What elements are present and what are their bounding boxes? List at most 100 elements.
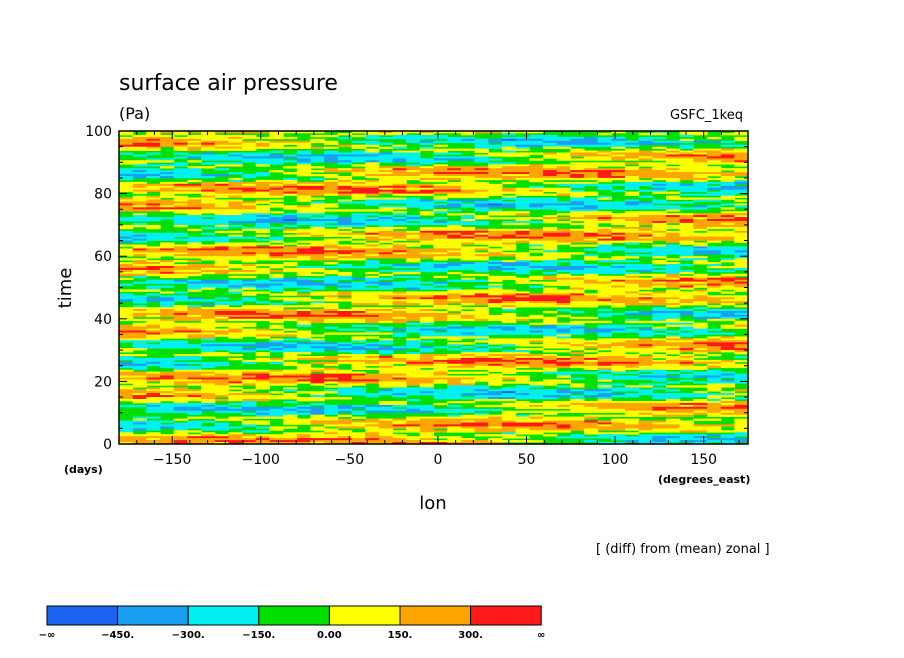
- field-cell: [378, 160, 394, 163]
- field-cell: [611, 205, 626, 208]
- field-cell: [310, 367, 325, 370]
- field-cell: [173, 131, 188, 134]
- field-cell: [160, 399, 175, 402]
- field-cell: [488, 187, 503, 190]
- field-cell: [460, 258, 476, 261]
- field-cell: [638, 385, 653, 388]
- field-cell: [447, 375, 462, 378]
- field-cell: [611, 131, 626, 134]
- field-cell: [460, 330, 476, 333]
- field-cell: [255, 307, 270, 310]
- field-cell: [201, 404, 216, 408]
- field-cell: [433, 238, 448, 241]
- field-cell: [720, 375, 735, 378]
- field-cell: [597, 236, 612, 239]
- field-cell: [638, 420, 653, 423]
- field-cell: [433, 234, 448, 237]
- field-cell: [324, 154, 339, 157]
- field-cell: [501, 301, 517, 304]
- field-cell: [501, 352, 517, 355]
- field-cell: [283, 262, 298, 265]
- field-cell: [488, 383, 503, 386]
- field-cell: [638, 150, 653, 153]
- field-cell: [187, 328, 202, 331]
- field-cell: [624, 361, 640, 365]
- field-cell: [255, 140, 270, 144]
- field-cell: [269, 375, 284, 378]
- field-cell: [214, 162, 229, 165]
- field-cell: [337, 318, 353, 322]
- field-cell: [679, 183, 694, 187]
- field-cell: [611, 363, 626, 367]
- field-cell: [201, 238, 216, 241]
- field-cell: [570, 404, 585, 408]
- field-cell: [583, 389, 599, 392]
- field-cell: [378, 156, 394, 159]
- field-cell: [611, 207, 626, 210]
- field-cell: [242, 226, 257, 230]
- field-cell: [488, 275, 503, 279]
- field-cell: [132, 252, 147, 255]
- field-cell: [501, 381, 517, 384]
- field-cell: [460, 172, 476, 175]
- field-cell: [611, 168, 626, 171]
- field-cell: [515, 174, 530, 177]
- field-cell: [638, 361, 653, 365]
- field-cell: [119, 254, 134, 257]
- field-cell: [283, 207, 298, 210]
- field-cell: [570, 213, 585, 216]
- field-cell: [119, 426, 134, 429]
- field-cell: [283, 346, 298, 349]
- field-cell: [392, 285, 407, 288]
- field-cell: [488, 131, 503, 134]
- field-cell: [160, 377, 175, 380]
- field-cell: [255, 375, 270, 378]
- field-cell: [447, 152, 462, 155]
- field-cell: [624, 311, 640, 314]
- field-cell: [187, 238, 202, 241]
- field-cell: [187, 397, 202, 400]
- field-cell: [146, 314, 161, 318]
- field-cell: [542, 236, 558, 239]
- field-cell: [337, 277, 353, 280]
- field-cell: [542, 250, 558, 253]
- field-cell: [597, 162, 612, 165]
- field-cell: [556, 240, 571, 243]
- field-cell: [419, 219, 435, 222]
- field-cell: [310, 391, 325, 394]
- field-cell: [283, 177, 298, 181]
- field-cell: [597, 324, 612, 327]
- field-cell: [570, 408, 585, 412]
- field-cell: [310, 177, 325, 181]
- field-cell: [515, 328, 530, 331]
- field-cell: [597, 373, 612, 376]
- field-cell: [501, 365, 517, 369]
- field-cell: [447, 176, 462, 179]
- field-cell: [337, 387, 353, 390]
- field-cell: [515, 359, 530, 363]
- field-cell: [214, 209, 229, 212]
- field-cell: [173, 189, 188, 192]
- field-cell: [652, 219, 667, 222]
- field-cell: [187, 297, 202, 300]
- field-cell: [324, 422, 339, 425]
- field-cell: [296, 221, 312, 224]
- field-cell: [542, 230, 558, 234]
- field-cell: [201, 420, 216, 423]
- field-cell: [652, 401, 667, 404]
- field-cell: [638, 236, 653, 239]
- field-cell: [570, 346, 585, 349]
- field-cell: [337, 252, 353, 255]
- field-cell: [201, 156, 216, 159]
- field-cell: [570, 158, 585, 161]
- field-cell: [556, 252, 571, 255]
- field-cell: [597, 289, 612, 292]
- field-cell: [119, 391, 134, 394]
- field-cell: [474, 297, 489, 300]
- field-cell: [652, 232, 667, 235]
- field-cell: [255, 279, 270, 282]
- field-cell: [542, 357, 558, 361]
- field-cell: [474, 334, 489, 337]
- field-cell: [283, 156, 298, 159]
- field-cell: [146, 197, 161, 200]
